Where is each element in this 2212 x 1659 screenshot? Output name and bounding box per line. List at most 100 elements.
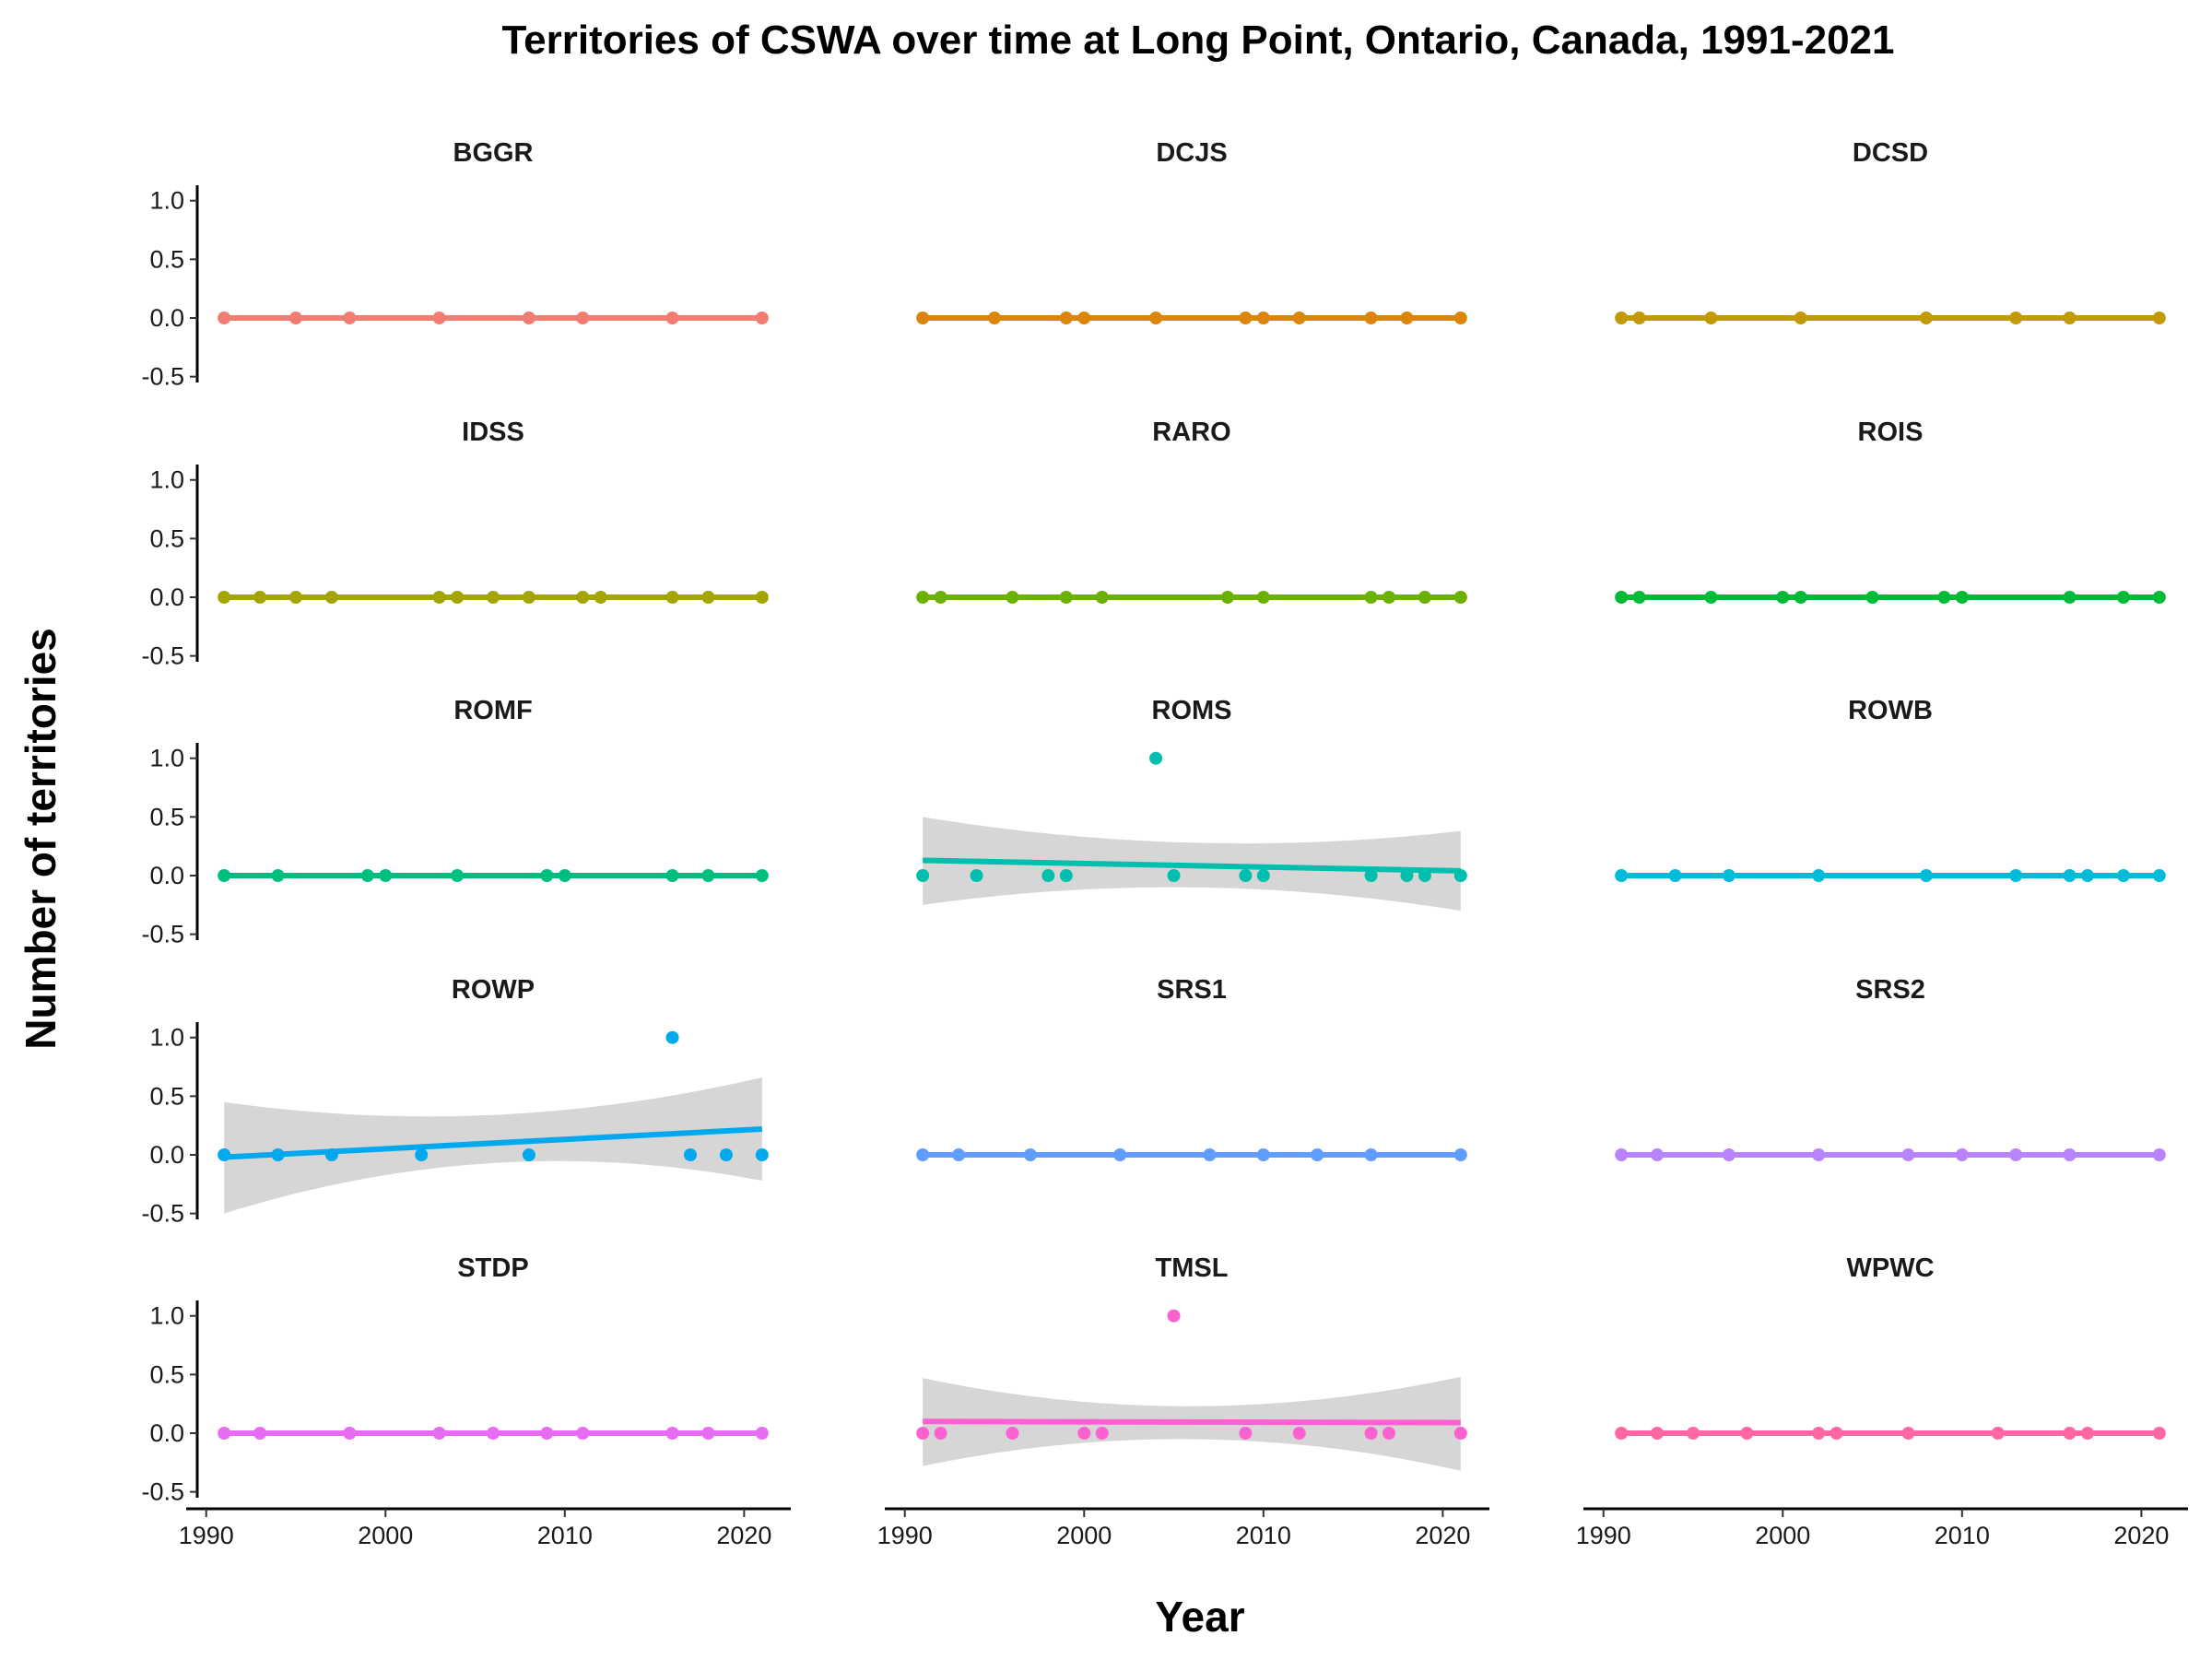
data-point (2063, 1427, 2077, 1440)
panel-dcsd: DCSD (1615, 138, 2166, 324)
data-point (558, 869, 571, 882)
data-point (1453, 591, 1467, 604)
data-point (701, 869, 715, 882)
data-point (1651, 1148, 1665, 1161)
y-tick-label: 0.0 (149, 583, 184, 611)
data-point (218, 312, 231, 324)
data-point (1615, 591, 1629, 604)
y-tick-label: 0.5 (149, 524, 184, 552)
x-tick-label: 2020 (716, 1522, 771, 1549)
data-point (1919, 312, 1933, 324)
data-point (1239, 1427, 1253, 1440)
data-point (522, 1148, 535, 1161)
data-point (1113, 1148, 1127, 1161)
data-point (432, 591, 446, 604)
data-point (970, 869, 983, 882)
data-point (324, 591, 338, 604)
data-point (1632, 591, 1646, 604)
data-point (379, 869, 393, 882)
panel-title-stdp: STDP (457, 1253, 528, 1283)
y-tick-label: 1.0 (149, 466, 184, 494)
x-tick-label: 1990 (179, 1522, 234, 1549)
x-tick-label: 2010 (537, 1522, 593, 1549)
data-point (916, 591, 930, 604)
x-tick-label: 1990 (1576, 1522, 1631, 1549)
data-point (2063, 1148, 2077, 1161)
y-tick-label: -0.5 (141, 363, 184, 391)
data-point (2009, 312, 2023, 324)
data-point (1668, 869, 1682, 882)
data-point (1453, 312, 1467, 324)
panel-title-dcsd: DCSD (1853, 138, 1928, 168)
data-point (1400, 312, 1414, 324)
data-point (1400, 869, 1414, 882)
data-point (576, 312, 590, 324)
data-point (2152, 869, 2166, 882)
panel-tmsl: TMSL 1990 2000 2010 2020 (877, 1253, 1489, 1549)
data-point (916, 1427, 930, 1440)
panel-romf: ROMF 1.0 0.5 0.0 -0.5 (141, 696, 769, 948)
data-point (1991, 1427, 2005, 1440)
y-tick-label: 1.0 (149, 1302, 184, 1330)
data-point (1615, 1427, 1629, 1440)
panel-rowp: ROWP 1.0 0.5 0.0 -0.5 (141, 975, 769, 1228)
y-tick-label: 0.0 (149, 862, 184, 889)
data-point (540, 869, 554, 882)
panel-title-bggr: BGGR (453, 138, 534, 168)
panel-raro: RARO (916, 418, 1467, 604)
y-tick-label: 1.0 (149, 745, 184, 772)
data-point (2063, 312, 2077, 324)
panel-title-rowp: ROWP (452, 975, 535, 1005)
data-point (1311, 1148, 1324, 1161)
data-point (2009, 1148, 2023, 1161)
data-point (1615, 869, 1629, 882)
data-point (522, 591, 535, 604)
data-point (701, 1427, 715, 1440)
panel-title-dcjs: DCJS (1156, 138, 1227, 168)
y-tick-label: -0.5 (141, 921, 184, 948)
panel-title-tmsl: TMSL (1156, 1253, 1229, 1283)
data-point (755, 1427, 769, 1440)
data-point (2152, 312, 2166, 324)
data-point (1364, 1427, 1378, 1440)
data-point (665, 312, 679, 324)
panel-roms: ROMS (916, 696, 1467, 912)
data-point (289, 591, 302, 604)
data-point (665, 869, 679, 882)
data-point (1041, 869, 1055, 882)
data-point (1901, 1427, 1915, 1440)
data-point (540, 1427, 554, 1440)
data-point (343, 1427, 357, 1440)
panel-title-srs1: SRS1 (1157, 975, 1227, 1005)
panel-dcjs: DCJS (916, 138, 1467, 324)
y-axis-title: Number of territories (17, 628, 65, 1050)
panel-stdp: STDP 1.0 0.5 0.0 -0.5 1990 2000 2010 2020 (141, 1253, 791, 1549)
data-point (1418, 869, 1431, 882)
data-point (1919, 869, 1933, 882)
data-point (684, 1148, 697, 1161)
data-point (1955, 591, 1969, 604)
data-point (487, 1427, 500, 1440)
data-point (594, 591, 607, 604)
data-point (1937, 591, 1951, 604)
data-point (451, 591, 465, 604)
data-point (1865, 591, 1879, 604)
y-tick-label: 0.5 (149, 1082, 184, 1110)
data-point (1167, 869, 1181, 882)
y-tick-label: 0.0 (149, 304, 184, 332)
panel-idss: IDSS 1.0 0.5 0.0 -0.5 (141, 418, 769, 670)
data-point (1239, 869, 1253, 882)
data-point (952, 1148, 966, 1161)
data-point (1149, 312, 1163, 324)
data-point (2152, 1427, 2166, 1440)
data-point (522, 312, 535, 324)
data-point (1292, 312, 1306, 324)
data-point (755, 591, 769, 604)
panel-title-wpwc: WPWC (1846, 1253, 1934, 1283)
data-point (2009, 869, 2023, 882)
panel-rowb: ROWB (1615, 696, 2166, 882)
data-point (665, 1030, 679, 1044)
data-point (1023, 1148, 1037, 1161)
data-point (415, 1148, 429, 1161)
